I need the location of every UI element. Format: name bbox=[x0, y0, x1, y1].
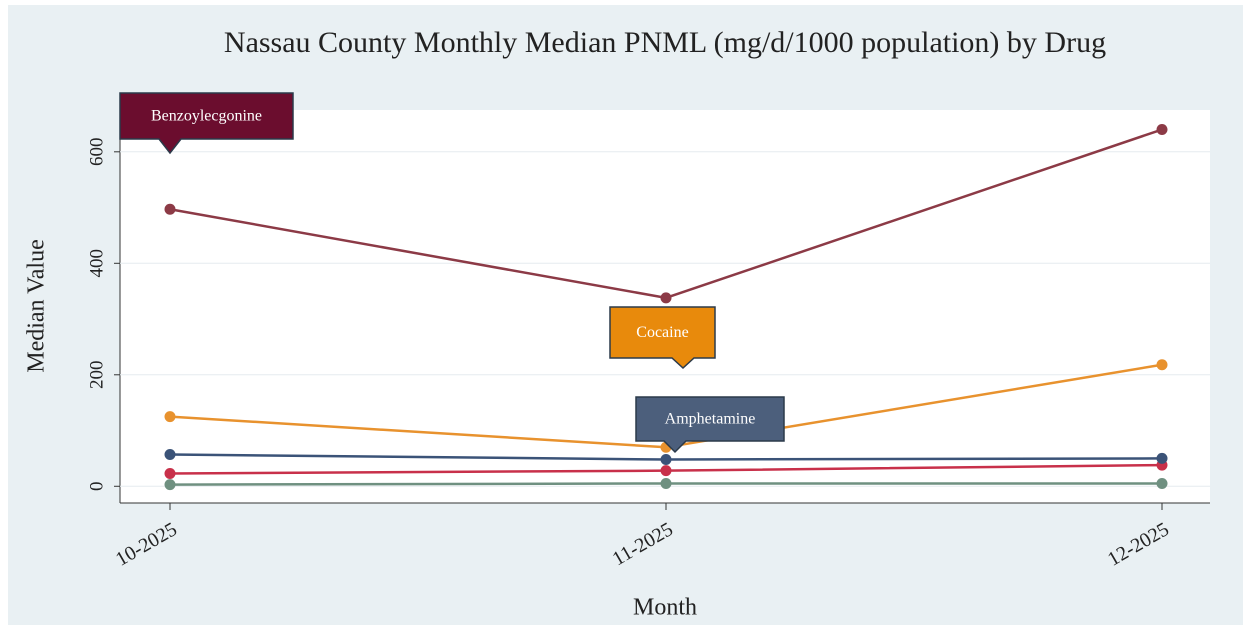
point bbox=[660, 477, 672, 489]
chart-title: Nassau County Monthly Median PNML (mg/d/… bbox=[224, 26, 1106, 59]
y-tick-label: 0 bbox=[86, 482, 107, 492]
point bbox=[164, 479, 176, 491]
point bbox=[1156, 477, 1168, 489]
y-axis-label: Median Value bbox=[24, 239, 50, 373]
callout-label: Cocaine bbox=[636, 324, 688, 341]
point bbox=[164, 411, 176, 423]
callout-box bbox=[119, 92, 294, 155]
point bbox=[1156, 359, 1168, 371]
point bbox=[1156, 124, 1168, 136]
point bbox=[660, 454, 672, 466]
callout-label: Amphetamine bbox=[665, 411, 756, 428]
y-tick-label: 200 bbox=[86, 361, 107, 390]
point bbox=[660, 292, 672, 304]
y-tick-label: 600 bbox=[86, 138, 107, 167]
point bbox=[1156, 452, 1168, 464]
callout-box bbox=[635, 396, 785, 454]
y-tick-label: 400 bbox=[86, 249, 107, 278]
x-axis-label: Month bbox=[633, 595, 697, 621]
point bbox=[164, 203, 176, 215]
point bbox=[660, 465, 672, 477]
callout-label: Benzoylecgonine bbox=[151, 108, 262, 125]
point bbox=[164, 449, 176, 461]
callout-box bbox=[609, 306, 716, 370]
point bbox=[164, 467, 176, 479]
